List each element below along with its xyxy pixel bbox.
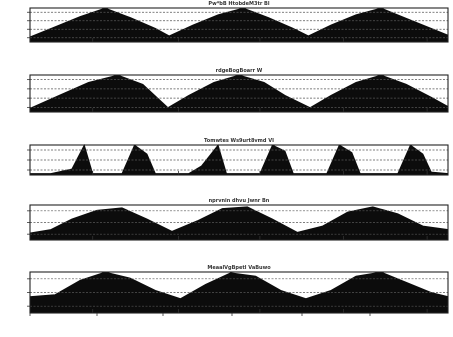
plot-frame [29, 74, 449, 113]
plot-frame [29, 271, 449, 314]
chart-panel-2: rdgeBogBoarr W [27, 68, 449, 113]
chart-title: nprvnin dhvu Jwnr Bn [209, 198, 270, 204]
chart-panel-5: MeaalVgBpetl VaBuwo [27, 265, 449, 316]
chart-panel-1: Pw*bB HtobdeM3tr Bl [27, 1, 449, 43]
plot-frame [29, 7, 449, 43]
series-area [29, 206, 449, 241]
series-area [29, 74, 449, 113]
chart-title: Tomwtes Ws9urt8vmd VI [204, 138, 274, 144]
chart-title: MeaalVgBpetl VaBuwo [207, 265, 271, 271]
series-area [29, 7, 449, 43]
plot-frame [29, 204, 449, 241]
chart-title: Pw*bB HtobdeM3tr Bl [208, 1, 269, 7]
chart-title: rdgeBogBoarr W [216, 68, 263, 74]
series-area [29, 271, 449, 314]
chart-panel-4: nprvnin dhvu Jwnr Bn [27, 198, 449, 241]
chart-panel-3: Tomwtes Ws9urt8vmd VI [27, 138, 449, 176]
plot-frame [29, 144, 449, 176]
